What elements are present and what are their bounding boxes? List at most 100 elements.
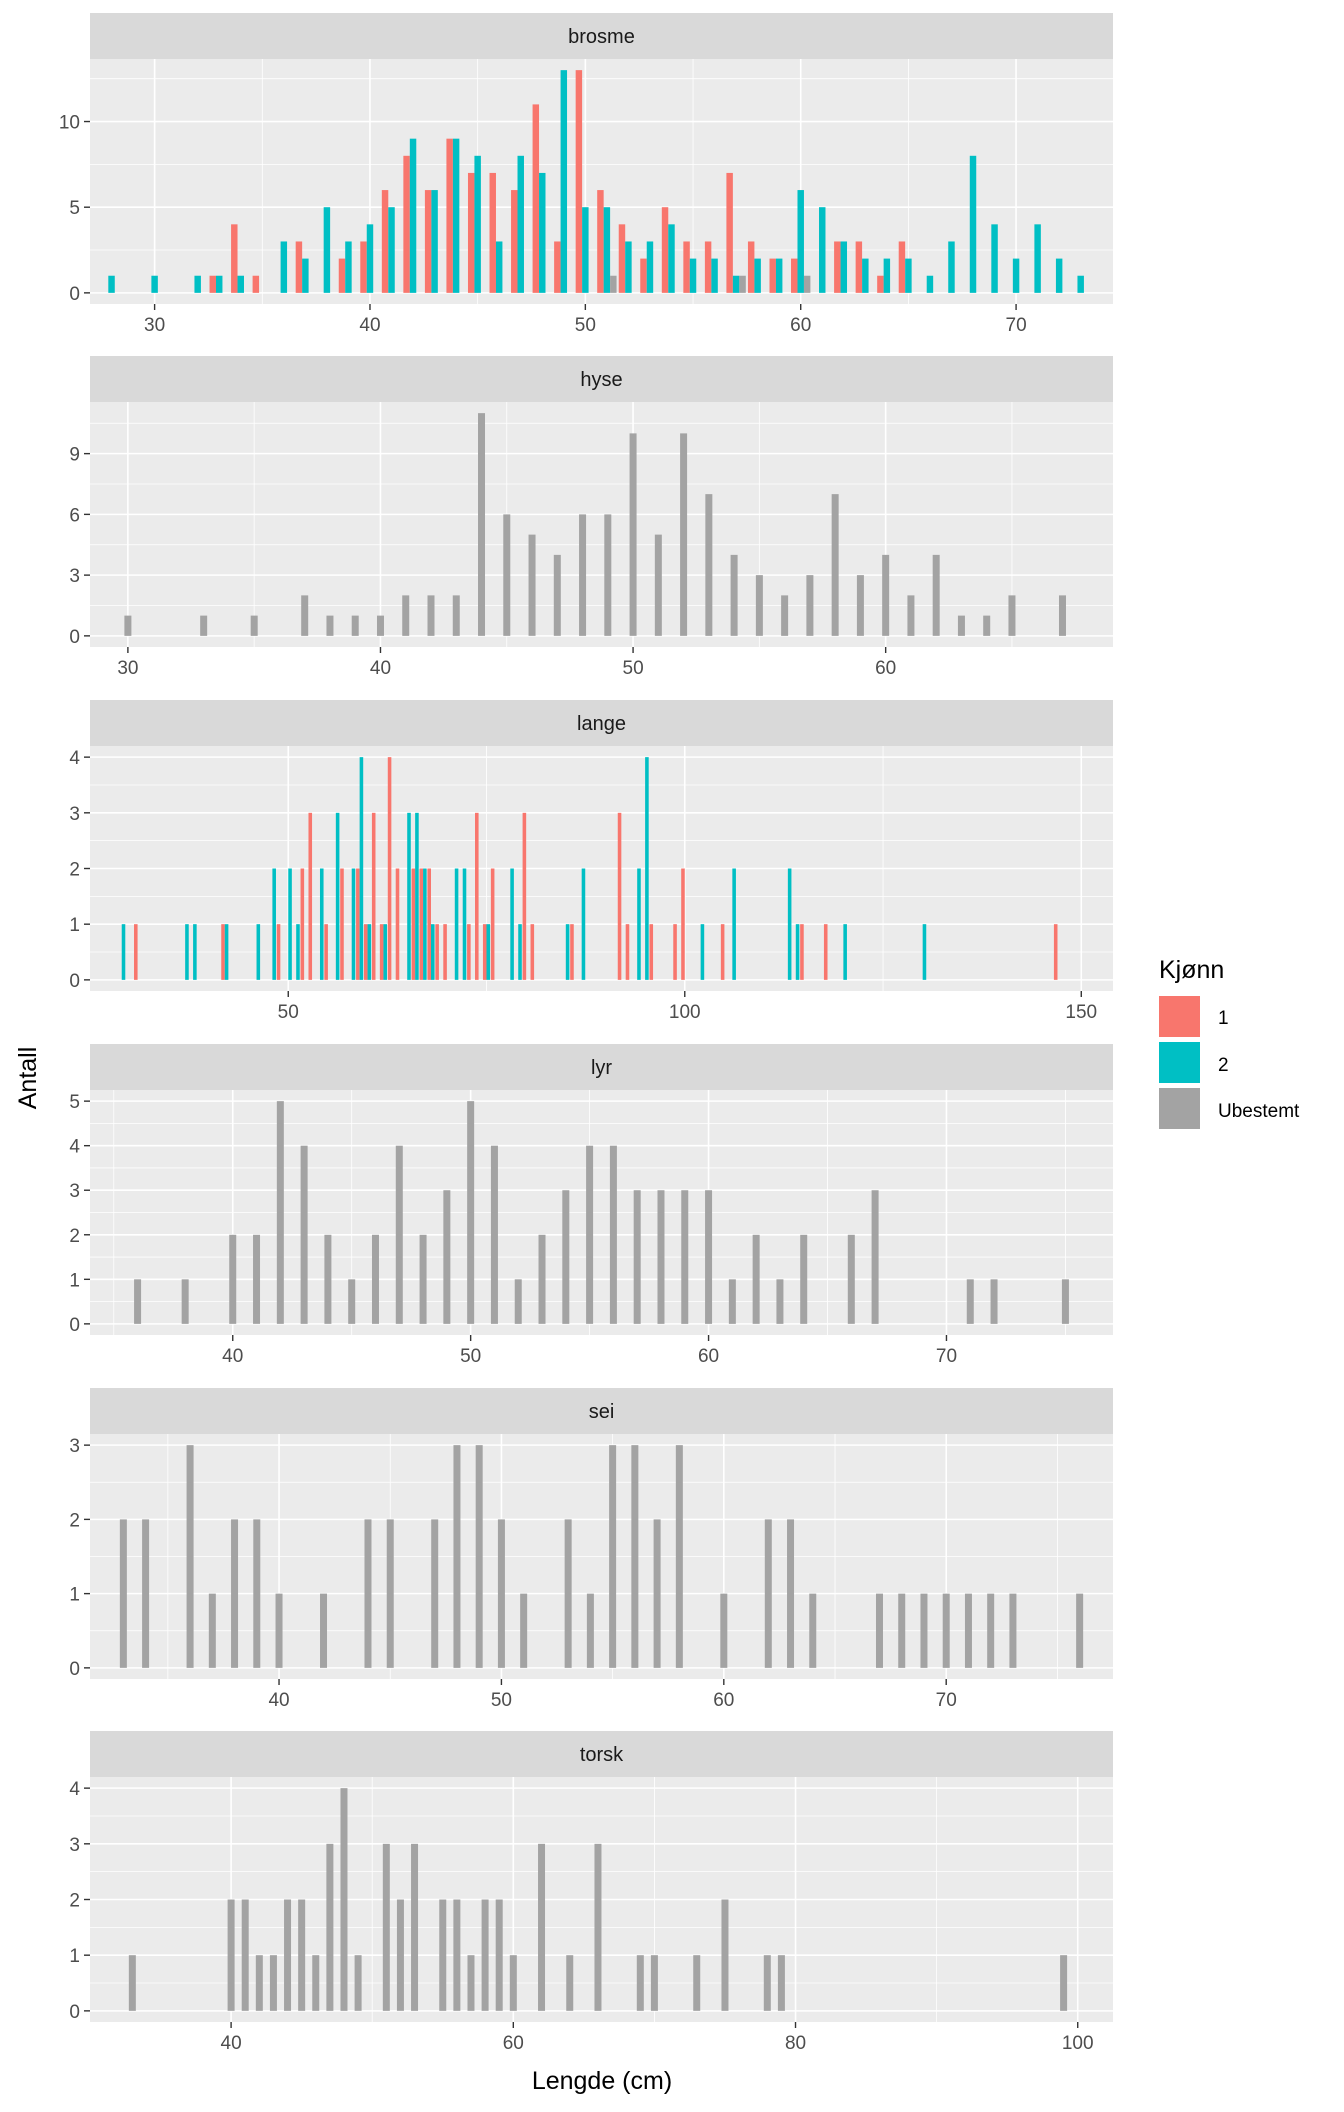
bar-lange-kjonn-2-71 <box>454 868 459 980</box>
bar-torsk-kjonn-ubestemt-49 <box>354 1955 362 2011</box>
bar-lange-kjonn-1-99 <box>673 924 677 980</box>
x-tick-label: 50 <box>623 658 644 679</box>
bar-torsk-kjonn-ubestemt-69 <box>636 1955 644 2011</box>
bar-lyr-kjonn-ubestemt-44 <box>324 1234 332 1324</box>
bar-sei-kjonn-ubestemt-60 <box>720 1593 728 1668</box>
x-tick-label: 150 <box>1065 1002 1097 1023</box>
bar-brosme-kjonn-1-51 <box>597 190 604 293</box>
bar-sei-kjonn-ubestemt-33 <box>119 1519 127 1668</box>
bar-brosme-kjonn-1-55 <box>683 241 690 293</box>
bar-lange-kjonn-2-85 <box>565 924 570 980</box>
bar-hyse-kjonn-ubestemt-54 <box>730 554 738 636</box>
y-tick-label: 4 <box>69 1779 80 1800</box>
bar-brosme-kjonn-1-43 <box>424 190 432 293</box>
y-tick-label: 2 <box>69 1226 80 1247</box>
bar-lyr-kjonn-ubestemt-52 <box>514 1279 522 1324</box>
bar-lange-kjonn-1-81 <box>530 924 535 980</box>
bar-brosme-kjonn-2-61 <box>819 207 826 293</box>
y-tick-label: 0 <box>69 971 80 992</box>
bar-lange-kjonn-2-79 <box>518 924 522 980</box>
x-tick-label: 70 <box>936 1690 957 1711</box>
bar-brosme-kjonn-ubestemt-51 <box>610 275 617 293</box>
bar-lange-kjonn-1-64 <box>395 868 400 980</box>
facet-strip <box>90 1388 1113 1434</box>
facet-strip <box>90 13 1113 59</box>
bar-torsk-kjonn-ubestemt-60 <box>509 1955 517 2011</box>
bar-brosme-kjonn-2-32 <box>194 275 201 293</box>
bar-lange-kjonn-1-118 <box>823 924 828 980</box>
bar-hyse-kjonn-ubestemt-47 <box>553 554 561 636</box>
bar-brosme-kjonn-1-34 <box>231 224 238 293</box>
bar-lyr-kjonn-ubestemt-58 <box>657 1190 665 1324</box>
bar-lyr-kjonn-ubestemt-50 <box>467 1101 475 1324</box>
bar-torsk-kjonn-ubestemt-41 <box>241 1899 249 2011</box>
bar-hyse-kjonn-ubestemt-67 <box>1058 595 1066 636</box>
bar-lange-kjonn-2-58 <box>351 868 356 980</box>
bar-lange-kjonn-1-52 <box>300 868 305 980</box>
x-tick-label: 60 <box>503 2033 524 2054</box>
bar-torsk-kjonn-ubestemt-70 <box>650 1955 658 2011</box>
bar-torsk-kjonn-ubestemt-51 <box>382 1843 390 2011</box>
bar-sei-kjonn-ubestemt-73 <box>1009 1593 1017 1668</box>
bar-lange-kjonn-1-76 <box>490 868 495 980</box>
y-tick-label: 3 <box>69 1181 80 1202</box>
bar-sei-kjonn-ubestemt-49 <box>475 1445 483 1668</box>
bar-brosme-kjonn-2-71 <box>1034 224 1041 293</box>
x-tick-label: 70 <box>936 1346 957 1367</box>
x-tick-label: 60 <box>713 1690 734 1711</box>
bar-lange-kjonn-2-65 <box>407 812 411 980</box>
y-tick-label: 9 <box>69 445 80 466</box>
bar-torsk-kjonn-ubestemt-58 <box>481 1899 489 2011</box>
bar-sei-kjonn-ubestemt-63 <box>787 1519 795 1668</box>
bar-lange-kjonn-2-46 <box>256 924 261 980</box>
x-tick-label: 40 <box>268 1690 289 1711</box>
bar-torsk-kjonn-ubestemt-42 <box>255 1955 263 2011</box>
bar-lyr-kjonn-ubestemt-43 <box>300 1145 308 1324</box>
bar-lyr-kjonn-ubestemt-47 <box>395 1145 403 1324</box>
bar-hyse-kjonn-ubestemt-42 <box>427 595 435 636</box>
bar-sei-kjonn-ubestemt-56 <box>631 1445 639 1668</box>
bar-torsk-kjonn-ubestemt-64 <box>566 1955 574 2011</box>
bar-brosme-kjonn-2-36 <box>280 241 288 293</box>
y-tick-label: 3 <box>69 804 80 825</box>
bar-brosme-kjonn-2-48 <box>539 172 546 293</box>
bar-sei-kjonn-ubestemt-48 <box>453 1445 461 1668</box>
bar-sei-kjonn-ubestemt-37 <box>208 1593 216 1668</box>
bar-lange-kjonn-1-31 <box>134 924 138 980</box>
bar-lange-kjonn-2-75 <box>486 924 491 980</box>
bar-lange-kjonn-1-42 <box>221 924 225 980</box>
bar-torsk-kjonn-ubestemt-33 <box>128 1955 136 2011</box>
bar-sei-kjonn-ubestemt-71 <box>964 1593 972 1668</box>
y-tick-label: 5 <box>69 198 80 219</box>
bar-hyse-kjonn-ubestemt-57 <box>806 575 814 636</box>
bar-sei-kjonn-ubestemt-53 <box>564 1519 572 1668</box>
bar-brosme-kjonn-2-28 <box>108 275 115 293</box>
bar-sei-kjonn-ubestemt-68 <box>898 1593 906 1668</box>
bar-hyse-kjonn-ubestemt-39 <box>351 615 359 636</box>
bar-hyse-kjonn-ubestemt-52 <box>680 433 688 636</box>
bar-brosme-kjonn-1-40 <box>360 241 367 293</box>
bar-lange-kjonn-1-59 <box>356 868 360 980</box>
bar-sei-kjonn-ubestemt-40 <box>275 1593 283 1668</box>
bar-lange-kjonn-2-54 <box>319 868 324 980</box>
bar-torsk-kjonn-ubestemt-55 <box>439 1899 447 2011</box>
bar-hyse-kjonn-ubestemt-60 <box>882 554 890 636</box>
bar-brosme-kjonn-1-47 <box>511 190 518 293</box>
bar-lyr-kjonn-ubestemt-40 <box>229 1234 237 1324</box>
bar-hyse-kjonn-ubestemt-35 <box>250 615 258 636</box>
bar-brosme-kjonn-1-33 <box>209 275 216 293</box>
bar-lange-kjonn-1-100 <box>681 868 685 980</box>
bar-lange-kjonn-1-60 <box>363 924 368 980</box>
bar-torsk-kjonn-ubestemt-52 <box>396 1899 404 2011</box>
bar-torsk-kjonn-ubestemt-75 <box>721 1899 729 2011</box>
bar-lyr-kjonn-ubestemt-59 <box>681 1190 689 1324</box>
bar-lange-kjonn-2-48 <box>272 868 276 980</box>
bar-lyr-kjonn-ubestemt-75 <box>1061 1279 1069 1324</box>
legend-title: Kjønn <box>1159 956 1224 984</box>
bar-brosme-kjonn-2-54 <box>668 224 675 293</box>
bar-lange-kjonn-1-105 <box>720 924 725 980</box>
facet-label: hyse <box>580 369 622 391</box>
bar-hyse-kjonn-ubestemt-44 <box>478 413 486 636</box>
bar-lange-kjonn-2-59 <box>359 757 364 980</box>
bar-lange-kjonn-1-63 <box>387 757 392 980</box>
